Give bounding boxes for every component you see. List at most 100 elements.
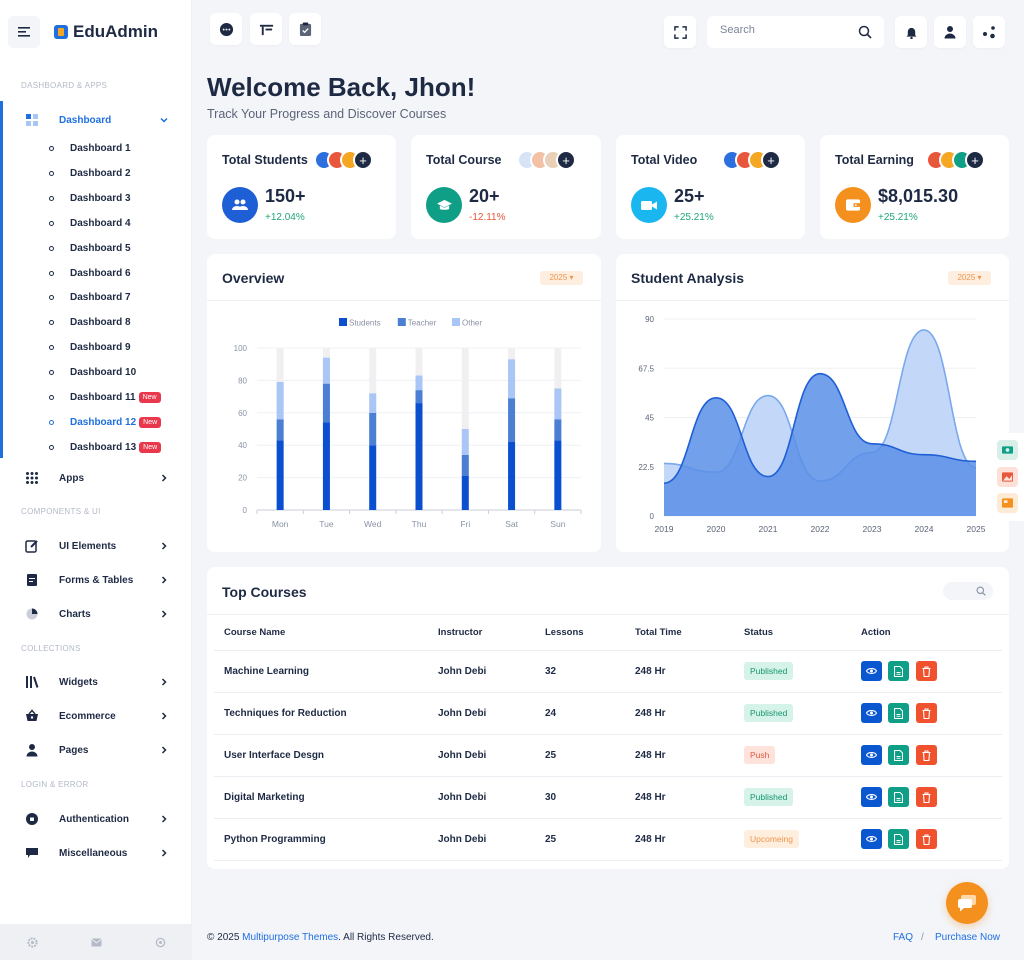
y-tick-label: 0 [650, 512, 655, 521]
chat-button[interactable] [210, 13, 242, 45]
power-icon[interactable] [155, 937, 166, 948]
sidebar-subitem-dashboard-12[interactable]: Dashboard 12 New [0, 413, 192, 433]
sidebar-item-apps[interactable]: Apps [0, 466, 192, 490]
edit-button[interactable] [888, 661, 909, 681]
mail-icon[interactable] [91, 937, 102, 947]
table-search-button[interactable] [943, 582, 993, 600]
subitem-label: Dashboard 2 [70, 168, 131, 179]
calendar-button[interactable] [250, 13, 282, 45]
sidebar-item-widgets[interactable]: Widgets [0, 670, 192, 694]
menu-toggle-button[interactable] [8, 16, 40, 48]
total-time: 248 Hr [635, 792, 666, 803]
fullscreen-button[interactable] [664, 16, 696, 48]
sidebar-item-ui-elements[interactable]: UI Elements [0, 534, 192, 558]
chat-fab-button[interactable] [946, 882, 988, 924]
delete-button[interactable] [916, 745, 937, 765]
view-button[interactable] [861, 745, 882, 765]
sidebar-subitem-dashboard-2[interactable]: Dashboard 2 [0, 164, 192, 184]
subitem-text: Dashboard 2 [70, 167, 131, 179]
copyright: © 2025 Multipurpose Themes. All Rights R… [207, 932, 434, 943]
sidebar-subitem-dashboard-10[interactable]: Dashboard 10 [0, 363, 192, 383]
subitem-text: Dashboard 13 [70, 441, 137, 453]
clipboard-button[interactable] [289, 13, 321, 45]
users-icon [232, 199, 248, 210]
delete-button[interactable] [916, 829, 937, 849]
delete-button[interactable] [916, 703, 937, 723]
x-tick-label: Sat [505, 519, 518, 529]
purchase-now-link[interactable]: Purchase Now [935, 932, 1001, 943]
legend-swatch [339, 318, 347, 326]
y-tick-label: 22.5 [638, 463, 654, 472]
year-dropdown[interactable]: 2025 ▾ [948, 271, 991, 285]
overview-bar-chart: 0 20 40 60 80 100 Mon Tue Wed Thu Fri Sat Sun Student… [234, 318, 582, 529]
stat-card-students: Total Students + 150+ +12.04% [207, 135, 396, 239]
status-badge: Published [744, 704, 794, 722]
sidebar-subitem-dashboard-3[interactable]: Dashboard 3 [0, 189, 192, 209]
sidebar-item-label: Dashboard [59, 114, 112, 126]
subitem-label: Dashboard 5 [70, 243, 131, 254]
sidebar-subitem-dashboard-4[interactable]: Dashboard 4 [0, 214, 192, 234]
edit-button[interactable] [888, 829, 909, 849]
x-tick-label: Fri [460, 519, 470, 529]
settings-button[interactable] [973, 16, 1005, 48]
sidebar-footer [0, 924, 192, 960]
active-indicator [0, 101, 3, 458]
overview-title: Overview [222, 270, 285, 286]
eye-icon [866, 710, 877, 716]
sidebar-item-miscellaneous[interactable]: Miscellaneous [0, 841, 192, 865]
sidebar-subitem-dashboard-5[interactable]: Dashboard 5 [0, 239, 192, 259]
section-title-login: LOGIN & ERROR [21, 780, 89, 789]
edit-button[interactable] [888, 745, 909, 765]
sidebar-subitem-dashboard-13[interactable]: Dashboard 13 New [0, 438, 192, 458]
search-input[interactable] [720, 24, 850, 36]
layout-tool-button[interactable] [997, 493, 1018, 513]
year-dropdown[interactable]: 2025 ▾ [540, 271, 583, 285]
page-title: Welcome Back, Jhon! [207, 72, 476, 102]
image-icon [1002, 472, 1013, 482]
view-button[interactable] [861, 787, 882, 807]
edit-button[interactable] [888, 787, 909, 807]
trash-icon [922, 707, 931, 719]
sidebar-item-forms-tables[interactable]: Forms & Tables [0, 568, 192, 592]
sidebar-item-pages[interactable]: Pages [0, 738, 192, 762]
image-tool-button[interactable] [997, 467, 1018, 487]
search-icon[interactable] [858, 25, 872, 39]
view-button[interactable] [861, 661, 882, 681]
view-button[interactable] [861, 703, 882, 723]
legend-swatch [452, 318, 460, 326]
sidebar-item-charts[interactable]: Charts [0, 602, 192, 626]
view-button[interactable] [861, 829, 882, 849]
sidebar-item-dashboard[interactable]: Dashboard [0, 108, 192, 132]
profile-button[interactable] [934, 16, 966, 48]
subitem-label: Dashboard 9 [70, 342, 131, 353]
bar-segment-other [369, 393, 377, 413]
faq-link[interactable]: FAQ [893, 932, 914, 943]
delete-button[interactable] [916, 787, 937, 807]
sidebar-subitem-dashboard-1[interactable]: Dashboard 1 [0, 139, 192, 159]
settings-icon[interactable] [26, 936, 38, 948]
add-avatar-button[interactable]: + [761, 150, 781, 170]
stat-title: Total Students [222, 153, 308, 167]
stat-title: Total Video [631, 153, 698, 167]
bullet-icon [49, 195, 54, 201]
sidebar-subitem-dashboard-7[interactable]: Dashboard 7 [0, 288, 192, 308]
edit-button[interactable] [888, 703, 909, 723]
brand-logo[interactable]: EduAdmin [54, 22, 158, 42]
sidebar-subitem-dashboard-6[interactable]: Dashboard 6 [0, 264, 192, 284]
add-avatar-button[interactable]: + [556, 150, 576, 170]
sidebar-item-authentication[interactable]: Authentication [0, 807, 192, 831]
sidebar-subitem-dashboard-8[interactable]: Dashboard 8 [0, 313, 192, 333]
company-link[interactable]: Multipurpose Themes [242, 932, 339, 943]
theme-tool-button[interactable] [997, 440, 1018, 460]
bullet-icon [49, 220, 54, 226]
sidebar-subitem-dashboard-9[interactable]: Dashboard 9 [0, 338, 192, 358]
sidebar-item-ecommerce[interactable]: Ecommerce [0, 704, 192, 728]
sidebar-subitem-dashboard-11[interactable]: Dashboard 11 New [0, 388, 192, 408]
course-name: Techniques for Reduction [224, 708, 347, 719]
notifications-button[interactable] [895, 16, 927, 48]
sidebar-item-label: UI Elements [59, 540, 117, 552]
add-avatar-button[interactable]: + [353, 150, 373, 170]
y-tick-label: 67.5 [638, 364, 654, 373]
add-avatar-button[interactable]: + [965, 150, 985, 170]
delete-button[interactable] [916, 661, 937, 681]
